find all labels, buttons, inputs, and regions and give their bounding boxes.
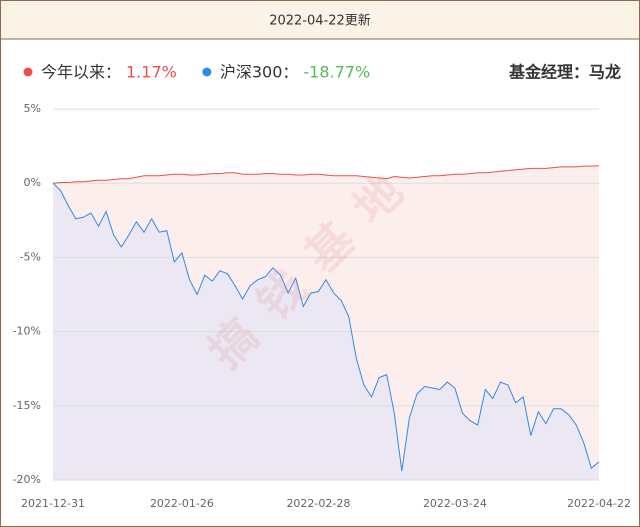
plot-area	[52, 108, 600, 481]
legend-label: 沪深300：	[220, 63, 299, 82]
y-tick-label: -10%	[13, 325, 41, 338]
update-note: 2022-04-22更新	[269, 13, 371, 29]
legend-label: 今年以来：	[41, 63, 121, 82]
series-line	[52, 165, 600, 184]
manager: 基金经理：马龙	[508, 63, 621, 82]
y-tick-label: -15%	[13, 399, 41, 412]
legend-value: -18.77%	[303, 63, 370, 82]
y-tick-label: -20%	[13, 473, 41, 486]
y-tick-label: 0%	[24, 176, 41, 189]
header-bar	[1, 1, 639, 39]
x-tick-label: 2021-12-31	[21, 497, 85, 510]
legend-dot	[202, 67, 212, 77]
y-tick-label: 5%	[24, 102, 41, 115]
legend-dot	[23, 67, 33, 77]
x-tick-label: 2022-04-22	[567, 497, 631, 510]
y-tick-label: -5%	[20, 250, 41, 263]
series-line	[52, 182, 600, 472]
legend-value: 1.17%	[126, 63, 177, 82]
x-tick-label: 2022-02-28	[286, 497, 350, 510]
x-tick-label: 2022-03-24	[423, 497, 487, 510]
x-tick-label: 2022-01-26	[150, 497, 214, 510]
